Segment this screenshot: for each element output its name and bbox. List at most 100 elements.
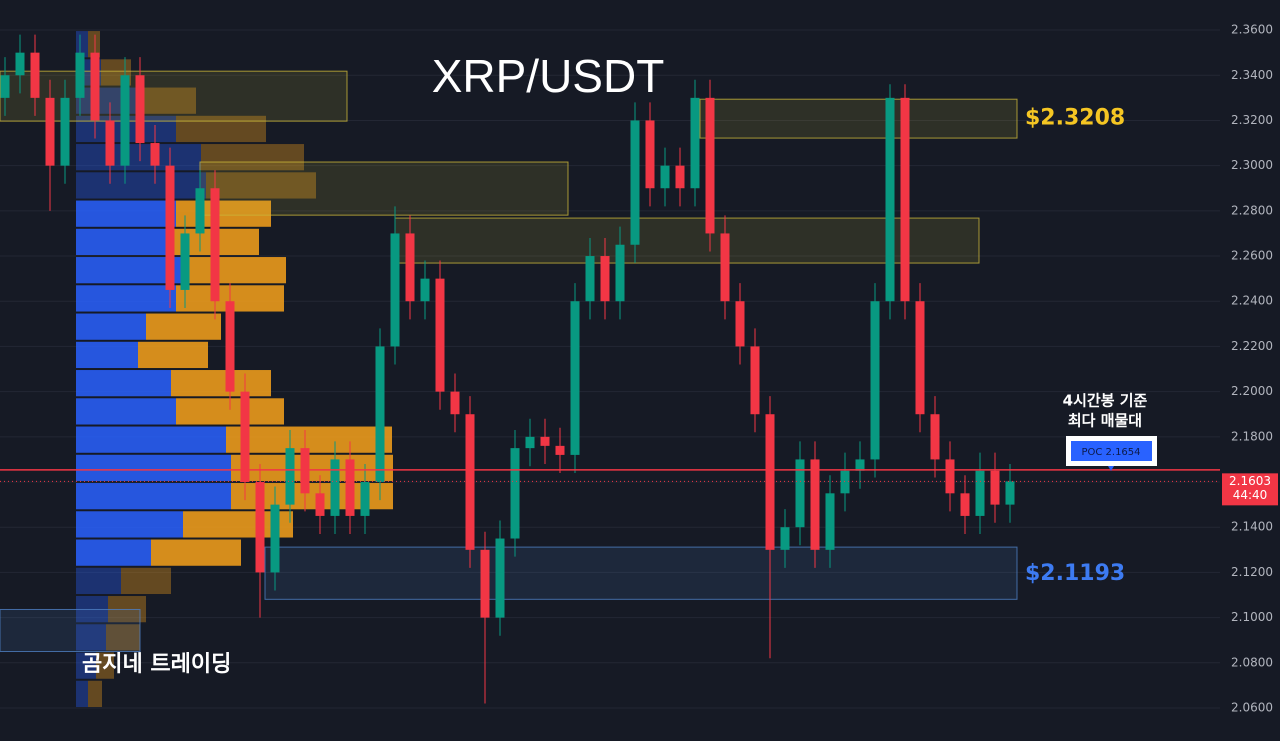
profile-buy-bar [76, 483, 231, 510]
profile-sell-bar [88, 31, 100, 58]
candle-body [690, 97, 700, 189]
profile-buy-bar [76, 511, 183, 538]
profile-buy-bar [76, 624, 106, 651]
candle-body [540, 436, 550, 446]
y-tick-label: 2.2600 [1231, 249, 1273, 263]
zone [699, 98, 1018, 139]
watermark: 곰지네 트레이딩 [82, 652, 231, 677]
profile-sell-bar [88, 680, 102, 708]
profile-sell-bar [151, 539, 241, 566]
poc-inner [1071, 441, 1152, 461]
profile-sell-bar [138, 341, 208, 369]
candle-body [600, 256, 610, 302]
candle-body [165, 165, 175, 290]
profile-sell-bar [206, 172, 316, 199]
profile-buy-bar [76, 257, 181, 284]
candle-body [30, 52, 40, 98]
candle-body [915, 301, 925, 415]
candle-body [330, 459, 340, 516]
profile-buy-bar [76, 370, 171, 397]
candle-body [570, 301, 580, 455]
candle-body [555, 445, 565, 455]
candle-body [960, 493, 970, 516]
candle-body [105, 120, 115, 166]
candle-body [780, 527, 790, 550]
candle-body [90, 52, 100, 121]
candle-body [615, 244, 625, 302]
candle-body [135, 75, 145, 144]
poc-pointer [1108, 466, 1114, 471]
y-tick-label: 2.2200 [1231, 339, 1273, 353]
candle-body [660, 165, 670, 189]
candle-body [645, 120, 655, 189]
candle-body [495, 538, 505, 618]
candle-body [900, 97, 910, 302]
candle-body [15, 52, 25, 76]
y-tick-label: 2.3400 [1231, 68, 1273, 82]
profile-buy-bar [76, 313, 146, 340]
profile-sell-bar [141, 87, 196, 114]
y-tick-label: 2.3200 [1231, 113, 1273, 127]
candle-body [945, 459, 955, 494]
profile-buy-bar [76, 567, 121, 595]
last-price-box [1222, 473, 1278, 506]
profile-buy-bar [76, 539, 151, 566]
y-tick-label: 2.2800 [1231, 203, 1273, 217]
y-tick-label: 2.1000 [1231, 610, 1273, 624]
profile-buy-bar [76, 87, 141, 114]
profile-sell-bar [96, 652, 114, 679]
y-tick-label: 2.3600 [1231, 23, 1273, 37]
candle-body [840, 470, 850, 494]
candle-body [255, 482, 265, 573]
profile-buy-bar [76, 341, 138, 369]
y-tick-label: 2.2000 [1231, 384, 1273, 398]
profile-sell-bar [231, 454, 393, 482]
candle-body [150, 143, 160, 166]
zone [394, 217, 980, 264]
profile-sell-bar [171, 370, 271, 397]
candle-body [390, 233, 400, 347]
profile-buy-bar [76, 31, 88, 58]
profile-sell-bar [176, 200, 271, 227]
chart-title: XRP/USDT [432, 50, 665, 102]
candle-body [210, 188, 220, 302]
profile-buy-bar [76, 144, 201, 171]
candle-body [75, 52, 85, 98]
candle-body [315, 493, 325, 516]
y-tick-label: 2.3000 [1231, 158, 1273, 172]
candle-body [675, 165, 685, 189]
candle-body [870, 301, 880, 460]
y-tick-label: 2.0800 [1231, 655, 1273, 669]
candle-body [270, 504, 280, 573]
profile-buy-bar [76, 172, 206, 199]
profile-buy-bar [76, 285, 176, 312]
profile-sell-bar [181, 257, 286, 284]
candle-body [705, 97, 715, 234]
y-tick-label: 2.1800 [1231, 429, 1273, 443]
zone [199, 161, 569, 216]
profile-sell-bar [106, 624, 140, 651]
candle-body [465, 414, 475, 550]
candle-body [855, 459, 865, 471]
candle-body [585, 256, 595, 302]
profile-buy-bar [76, 228, 171, 256]
candle-body [60, 97, 70, 166]
candle-body [195, 188, 205, 234]
candle-body [795, 459, 805, 528]
candle-body [300, 448, 310, 494]
candle-body [375, 346, 385, 483]
profile-buy-bar [76, 652, 96, 679]
candle-body [975, 470, 985, 516]
candle-body [420, 278, 430, 302]
candle-body [240, 391, 250, 483]
profile-buy-bar [76, 454, 231, 482]
y-tick-label: 2.1400 [1231, 520, 1273, 534]
candle-body [480, 549, 490, 618]
y-tick-label: 2.1200 [1231, 565, 1273, 579]
candle-body [810, 459, 820, 550]
candle-body [510, 448, 520, 539]
profile-sell-bar [176, 115, 266, 143]
candle-body [1005, 481, 1015, 505]
profile-buy-bar [76, 426, 226, 453]
